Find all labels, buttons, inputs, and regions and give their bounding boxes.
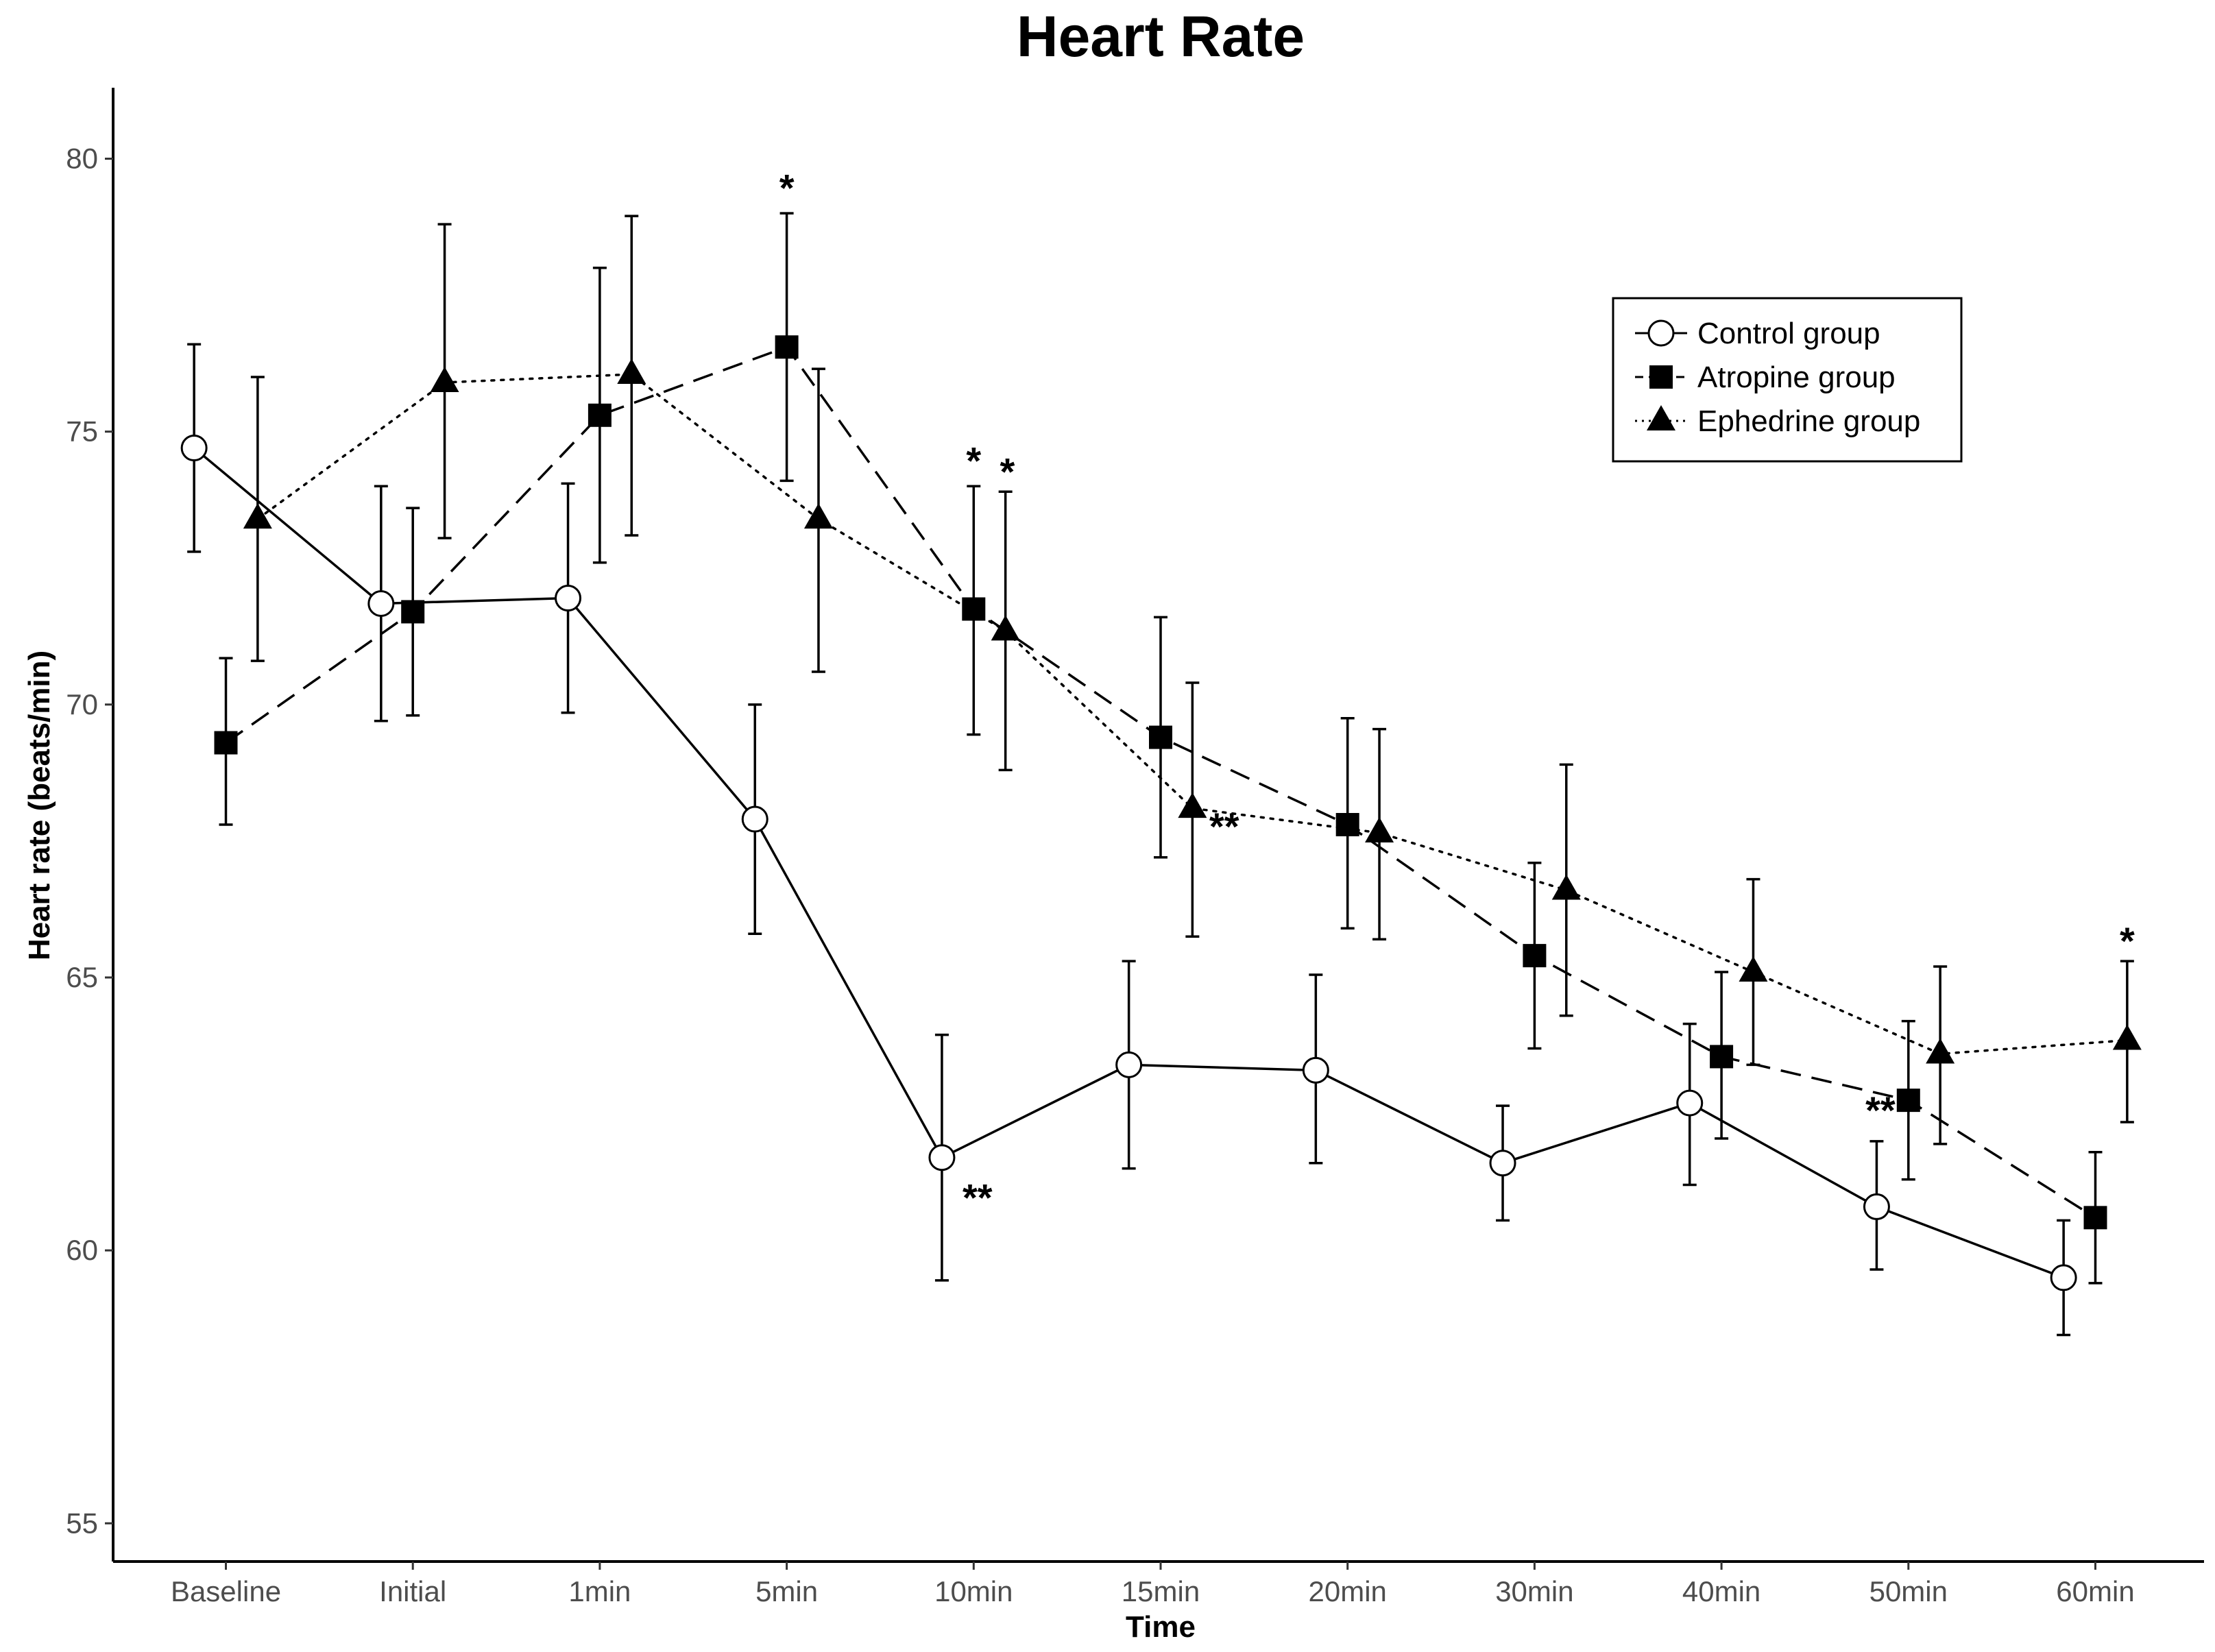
x-tick-label: 40min xyxy=(1682,1575,1760,1607)
legend-label: Control group xyxy=(1697,317,1880,350)
data-markers xyxy=(180,335,2142,1291)
y-tick-label: 55 xyxy=(66,1507,98,1539)
x-tick-label: 20min xyxy=(1308,1575,1386,1607)
ephedrine-group-point xyxy=(2112,1024,2142,1050)
control-group-point xyxy=(180,435,208,462)
control-group-point xyxy=(1302,1056,1329,1084)
chart-title: Heart Rate xyxy=(1017,4,1305,69)
ephedrine-group-point xyxy=(803,503,833,529)
control-group-point xyxy=(928,1144,956,1171)
legend-marker xyxy=(1647,319,1675,347)
atropine-group-point xyxy=(1149,725,1172,749)
significance-marker: * xyxy=(2120,919,2135,962)
significance-annotations: ** ******** xyxy=(779,166,2135,1219)
ephedrine-group-point xyxy=(1178,792,1207,818)
control-group-point xyxy=(1489,1150,1516,1177)
y-tick-label: 65 xyxy=(66,961,98,993)
ephedrine-group-point xyxy=(991,615,1020,641)
y-axis-ticks: 55 60 65 70 75 80 xyxy=(66,143,113,1539)
control-group-point xyxy=(741,805,768,833)
atropine-group-point xyxy=(588,403,612,427)
legend-marker xyxy=(1649,365,1673,389)
ephedrine-group-point xyxy=(1551,874,1581,900)
x-tick-label: Initial xyxy=(379,1575,446,1607)
y-tick-label: 75 xyxy=(66,415,98,448)
legend-item-control-group: Control group xyxy=(1635,317,1880,350)
ephedrine-group-point xyxy=(1739,956,1768,982)
atropine-group-point xyxy=(214,731,238,755)
legend-item-atropine-group: Atropine group xyxy=(1635,361,1896,394)
atropine-group-point xyxy=(401,600,425,624)
x-tick-label: 60min xyxy=(2056,1575,2134,1607)
y-tick-label: 80 xyxy=(66,143,98,175)
ephedrine-group-line xyxy=(256,373,2129,1056)
legend: Control group Atropine group Ephedrine gro… xyxy=(1612,297,1963,463)
atropine-group-point xyxy=(2083,1206,2107,1230)
ephedrine-group-point xyxy=(243,503,272,529)
legend-label: Atropine group xyxy=(1697,361,1896,394)
control-group-point xyxy=(2050,1264,2077,1291)
x-tick-label: 1min xyxy=(568,1575,631,1607)
x-axis-ticks: Baseline Initial 1min 5min 10min 15min 20min 30… xyxy=(171,1562,2135,1607)
y-axis-title: Heart rate (beats/min) xyxy=(23,651,56,960)
ephedrine-group-point xyxy=(1926,1038,1955,1064)
y-tick-label: 60 xyxy=(66,1234,98,1266)
significance-marker: ** xyxy=(1209,805,1239,848)
significance-marker: ** xyxy=(1865,1089,1896,1132)
atropine-group-point xyxy=(1896,1089,1920,1113)
legend-label: Ephedrine group xyxy=(1697,404,1920,438)
x-tick-label: 50min xyxy=(1869,1575,1948,1607)
control-group-point xyxy=(1863,1193,1890,1220)
significance-marker: * xyxy=(966,439,981,482)
control-group-point xyxy=(1676,1089,1704,1117)
legend-item-ephedrine-group: Ephedrine group xyxy=(1635,404,1920,438)
ephedrine-group-point xyxy=(1365,816,1394,842)
significance-marker: * xyxy=(779,166,795,209)
significance-marker: ** xyxy=(963,1176,993,1219)
x-tick-label: 10min xyxy=(934,1575,1013,1607)
atropine-group-point xyxy=(1335,813,1359,836)
significance-marker: * xyxy=(1000,450,1015,493)
x-tick-label: 15min xyxy=(1122,1575,1200,1607)
ephedrine-group-point xyxy=(430,367,459,392)
x-axis-title: Time xyxy=(1126,1610,1196,1644)
y-tick-label: 70 xyxy=(66,688,98,720)
control-group-point xyxy=(555,585,582,612)
atropine-group-point xyxy=(775,335,799,359)
atropine-group-point xyxy=(1710,1045,1734,1069)
x-tick-label: Baseline xyxy=(171,1575,281,1607)
atropine-group-point xyxy=(962,597,986,621)
control-group-point xyxy=(1115,1051,1143,1078)
control-group-point xyxy=(367,590,395,617)
x-tick-label: 30min xyxy=(1495,1575,1573,1607)
legend-marker xyxy=(1647,405,1675,430)
ephedrine-group-point xyxy=(617,359,646,385)
x-tick-label: 5min xyxy=(755,1575,818,1607)
atropine-group-point xyxy=(1523,944,1547,968)
